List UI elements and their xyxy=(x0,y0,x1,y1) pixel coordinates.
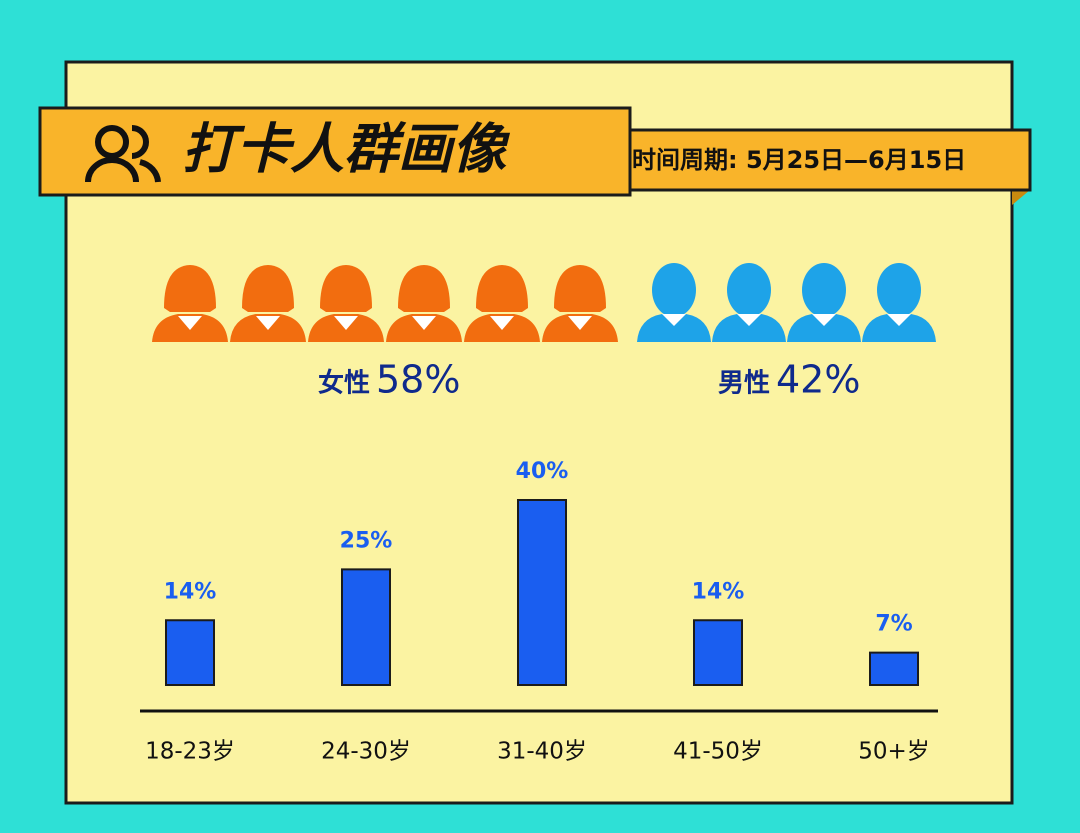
value-label: 25% xyxy=(340,528,393,553)
male-head xyxy=(727,263,771,317)
female-icon xyxy=(164,265,216,312)
title-banner xyxy=(38,106,632,197)
gender-icons xyxy=(637,263,936,342)
female-icon xyxy=(554,265,606,312)
female-icon xyxy=(398,265,450,312)
value-label: 14% xyxy=(164,579,217,604)
bar xyxy=(165,619,215,686)
male-body xyxy=(712,314,786,342)
female-icon xyxy=(242,265,294,312)
bar xyxy=(869,651,919,686)
collar xyxy=(178,316,202,330)
people-icon xyxy=(85,125,161,183)
gender-icons xyxy=(152,265,618,342)
male-head xyxy=(877,263,921,317)
bar xyxy=(341,568,391,686)
male-body xyxy=(862,314,936,342)
collar xyxy=(334,316,358,330)
bar xyxy=(693,619,743,686)
collar xyxy=(490,316,514,330)
collar xyxy=(812,314,836,326)
collar xyxy=(737,314,761,326)
gender-label: 男性 xyxy=(718,369,770,399)
male-head xyxy=(652,263,696,317)
collar xyxy=(568,316,592,330)
title: 打卡人群画像 xyxy=(182,118,511,181)
female-icon xyxy=(476,265,528,312)
gender-label: 女性 xyxy=(318,368,370,399)
x-tick-label: 31-40岁 xyxy=(497,739,587,765)
period: 时间周期: 5月25日—6月15日 xyxy=(632,146,966,174)
value-label: 7% xyxy=(875,612,912,637)
bar xyxy=(517,499,567,686)
x-tick-label: 41-50岁 xyxy=(673,739,763,765)
banner-fold xyxy=(1012,190,1030,205)
gender-value: 58% xyxy=(376,358,460,402)
gender-value: 42% xyxy=(776,358,860,402)
x-tick-label: 18-23岁 xyxy=(145,739,235,765)
male-body xyxy=(787,314,861,342)
collar xyxy=(256,316,280,330)
male-body xyxy=(637,314,711,342)
male-head xyxy=(802,263,846,317)
x-tick-label: 24-30岁 xyxy=(321,739,411,765)
value-label: 14% xyxy=(692,579,745,604)
period-banner xyxy=(623,128,1032,192)
collar xyxy=(662,314,686,326)
collar xyxy=(412,316,436,330)
x-tick-label: 50+岁 xyxy=(858,739,930,765)
value-label: 40% xyxy=(516,459,569,484)
collar xyxy=(887,314,911,326)
female-icon xyxy=(320,265,372,312)
